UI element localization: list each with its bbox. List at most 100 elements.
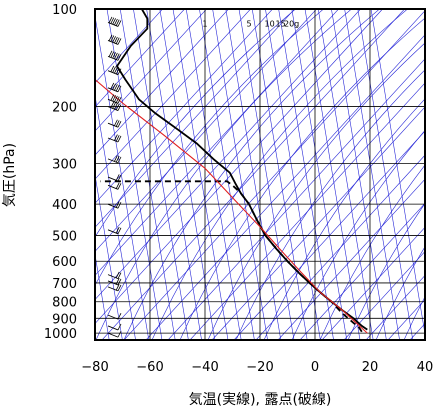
reference-curve <box>151 9 409 340</box>
dewpoint-line <box>100 180 363 333</box>
wind-barb-flag <box>117 20 122 27</box>
x-tick-label: −40 <box>191 360 218 375</box>
reference-line <box>299 202 425 340</box>
reference-line <box>95 9 185 108</box>
reference-curve <box>291 129 425 340</box>
mixing-ratio-label: 5 <box>246 20 251 29</box>
wind-barb <box>107 134 122 143</box>
wind-barb-flag <box>114 155 118 162</box>
wind-barb-flag <box>117 85 122 92</box>
wind-barb-flag <box>115 84 120 92</box>
mixing-ratio-label: 20g <box>284 20 299 29</box>
wind-barb-flag <box>117 135 122 143</box>
wind-barb-flag <box>117 201 122 209</box>
wind-barb-flag <box>117 104 122 111</box>
reference-line <box>95 9 207 132</box>
wind-barb-flag <box>110 65 115 73</box>
wind-barb-flag <box>115 201 120 208</box>
wind-barb <box>107 155 122 164</box>
wind-barb-flag <box>108 50 113 58</box>
wind-barb-flag <box>114 95 118 103</box>
wind-barb-flag <box>114 18 118 26</box>
y-tick-label: 100 <box>52 3 77 18</box>
x-tick-labels: −80 −60 −40 −20 0 20 40 <box>81 360 433 375</box>
reference-line <box>321 226 425 340</box>
reference-line <box>185 9 242 340</box>
wind-barb-flag <box>117 323 122 331</box>
wind-barb-flag <box>114 36 118 44</box>
reference-line <box>238 9 295 340</box>
reference-line <box>95 9 273 204</box>
wind-barb-flag <box>112 83 116 90</box>
wind-barb-flag <box>110 35 115 42</box>
reference-line <box>95 9 229 156</box>
wind-barb <box>107 16 122 27</box>
reference-line <box>317 9 374 340</box>
wind-barb-flag <box>115 226 120 234</box>
wind-barb-flag <box>110 101 115 108</box>
reference-curve <box>179 17 425 340</box>
x-tick-label: −80 <box>81 360 108 375</box>
y-tick-label: 500 <box>52 230 77 245</box>
wind-barb-flag <box>115 271 120 279</box>
x-axis-label: 気温(実線), 露点(破線) <box>189 392 332 408</box>
y-tick-label: 400 <box>52 198 77 213</box>
reference-line <box>95 9 383 325</box>
reference-line <box>95 9 361 300</box>
reference-curve <box>95 9 325 286</box>
reference-line <box>95 173 123 340</box>
wind-barb <box>107 65 122 76</box>
wind-barb-flag <box>110 94 115 101</box>
parcel-line <box>95 79 368 334</box>
wind-barb-flag <box>108 34 113 42</box>
wind-barb <box>107 284 122 292</box>
reference-curve <box>347 202 425 340</box>
mixing-ratio-label: 15 <box>276 20 286 29</box>
wind-barb-flag <box>114 52 118 60</box>
x-tick-label: 0 <box>311 360 319 375</box>
wind-barb-flag <box>108 16 113 24</box>
wind-barb-flag <box>112 36 116 43</box>
reference-line <box>95 9 251 180</box>
reference-curve <box>235 69 425 340</box>
reference-curve <box>123 9 381 340</box>
y-tick-label: 900 <box>52 312 77 327</box>
wind-barb-flag <box>115 53 120 60</box>
wind-barb-flag <box>117 183 122 190</box>
reference-line <box>277 178 425 340</box>
wind-barbs <box>107 16 122 338</box>
wind-barb-flag <box>114 84 118 91</box>
wind-barb-flag <box>115 37 120 44</box>
y-tick-label: 200 <box>52 101 77 116</box>
wind-barb <box>107 323 122 331</box>
y-tick-label: 600 <box>52 255 77 270</box>
wind-barb-flag <box>117 156 122 164</box>
wind-barb-flag <box>117 38 122 45</box>
reference-line <box>211 106 425 340</box>
wind-barb-flag <box>112 95 116 102</box>
wind-barb-flag <box>114 119 118 126</box>
wind-barb-flag <box>115 19 120 26</box>
wind-barb <box>107 119 122 128</box>
wind-barb-flag <box>117 97 122 104</box>
wind-barb-flag <box>114 102 118 110</box>
wind-barb <box>107 226 122 235</box>
y-tick-label: 300 <box>52 158 77 173</box>
reference-curve <box>95 9 353 340</box>
wind-barb <box>107 50 122 61</box>
reference-line <box>95 9 339 276</box>
wind-barb-flag <box>115 67 120 75</box>
wind-barb-flag <box>117 272 122 279</box>
reference-curve <box>403 296 425 340</box>
reference-line <box>106 9 163 340</box>
wind-barb-staff <box>107 325 119 331</box>
wind-barb-flag <box>110 51 115 58</box>
wind-barb <box>107 278 122 286</box>
reference-curve <box>207 42 425 340</box>
reference-line <box>432 0 436 340</box>
reference-line <box>331 9 387 340</box>
wind-barb-flag <box>117 312 122 320</box>
wind-barb-flag <box>112 102 116 109</box>
